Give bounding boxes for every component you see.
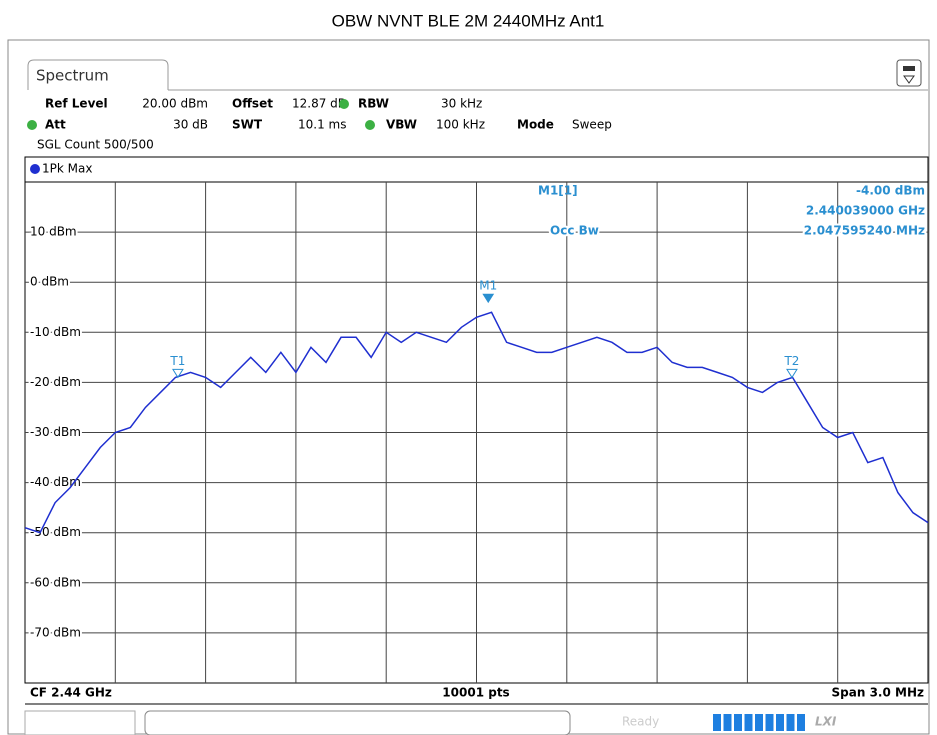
marker-label: T1: [169, 354, 185, 368]
status-dot: [339, 99, 349, 109]
setting-label: Ref Level: [45, 97, 108, 111]
sgl-count: SGL Count 500/500: [37, 138, 154, 152]
page-title: OBW NVNT BLE 2M 2440MHz Ant1: [332, 11, 605, 30]
trace-label: 1Pk Max: [42, 162, 92, 176]
menu-icon-bar: [903, 66, 915, 71]
setting-label: VBW: [386, 118, 417, 132]
marker: [786, 368, 798, 379]
marker-level: -4.00 dBm: [856, 184, 925, 198]
y-tick-label: -40 dBm: [30, 475, 81, 489]
occ-value: 2.047595240 MHz: [804, 224, 925, 238]
progress-segment: [765, 714, 774, 731]
setting-value: Sweep: [572, 118, 612, 132]
setting-value: 30 dB: [173, 118, 208, 132]
lxi-icon: LXI: [815, 715, 837, 729]
points: 10001 pts: [442, 686, 509, 700]
progress-segment: [744, 714, 753, 731]
tab-label[interactable]: Spectrum: [36, 67, 109, 85]
marker: [482, 293, 495, 304]
span: Span 3.0 MHz: [832, 686, 924, 700]
status-text: Ready: [622, 715, 659, 729]
progress-segment: [786, 714, 795, 731]
y-tick-label: -10 dBm: [30, 325, 81, 339]
menu-icon-arrow: [903, 75, 915, 84]
setting-label: Att: [45, 118, 66, 132]
progress-segment: [734, 714, 742, 731]
setting-value: 10.1 ms: [298, 118, 346, 132]
marker-label: T2: [783, 354, 799, 368]
status-dot: [27, 120, 37, 130]
marker-label: M1: [479, 279, 497, 293]
trace: [24, 311, 929, 534]
progress-segment: [797, 714, 805, 731]
setting-label: Mode: [517, 118, 554, 132]
status-box[interactable]: [24, 710, 136, 735]
setting-value: 100 kHz: [436, 118, 485, 132]
marker: [172, 368, 184, 379]
message-box: [144, 710, 571, 735]
progress-segment: [776, 714, 784, 731]
setting-value: 12.87 dB: [292, 97, 346, 111]
setting-label: SWT: [232, 118, 263, 132]
center-freq: CF 2.44 GHz: [30, 686, 112, 700]
setting-value: 30 kHz: [441, 97, 482, 111]
marker-freq: 2.440039000 GHz: [806, 204, 925, 218]
y-tick-label: -60 dBm: [30, 575, 81, 589]
occ-label: Occ Bw: [550, 224, 599, 238]
setting-label: RBW: [358, 97, 389, 111]
progress-segment: [755, 714, 763, 731]
y-tick-label: 10 dBm: [30, 225, 77, 239]
progress-segment: [713, 714, 721, 731]
y-tick-label: -20 dBm: [30, 375, 81, 389]
y-tick-label: -30 dBm: [30, 425, 81, 439]
menu-icon[interactable]: [896, 59, 922, 87]
setting-value: 20.00 dBm: [142, 97, 208, 111]
y-tick-label: 0 dBm: [30, 275, 69, 289]
setting-label: Offset: [232, 97, 273, 111]
marker-name: M1[1]: [538, 184, 578, 198]
trace-dot: [30, 164, 40, 174]
tab-border: [27, 59, 169, 90]
y-tick-label: -70 dBm: [30, 625, 81, 639]
progress-segment: [723, 714, 732, 731]
status-dot: [365, 120, 375, 130]
